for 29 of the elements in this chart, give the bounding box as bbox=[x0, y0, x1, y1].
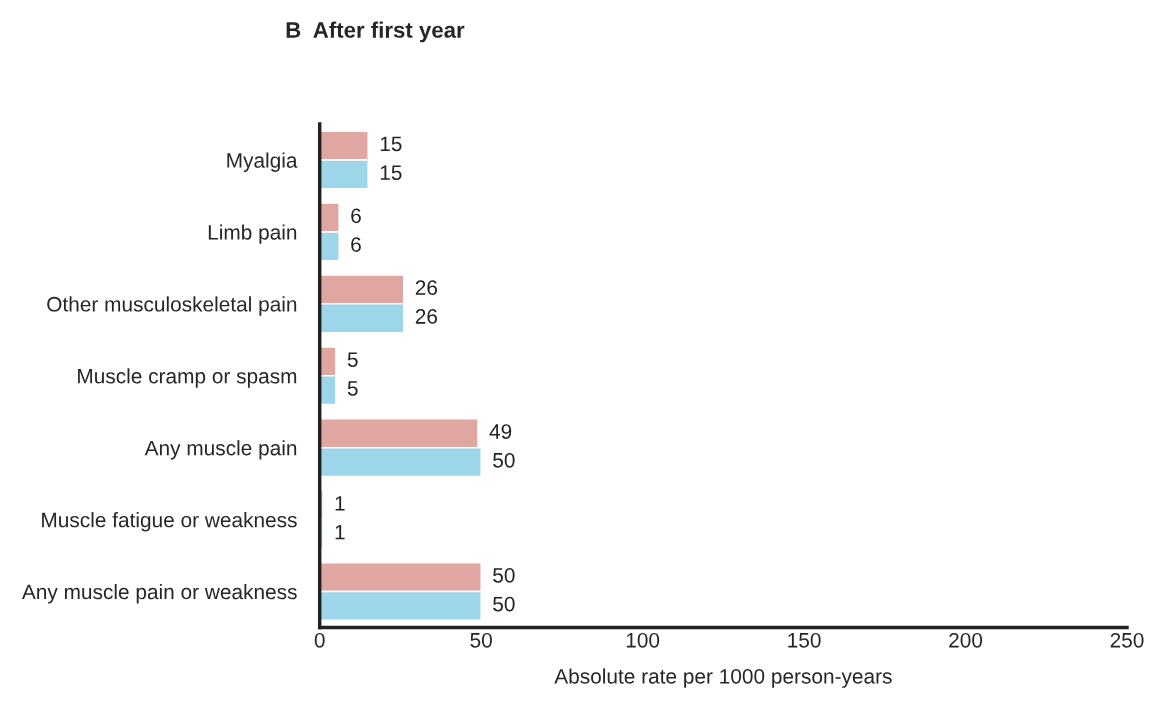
data-label: 15 bbox=[380, 165, 402, 181]
data-label: 5 bbox=[347, 352, 358, 367]
x-tick-label: 200 bbox=[949, 632, 983, 648]
data-label: 49 bbox=[489, 424, 512, 439]
data-label: 6 bbox=[351, 208, 361, 224]
data-label: 1 bbox=[335, 496, 345, 511]
data-label: 26 bbox=[415, 280, 438, 296]
x-axis-title: Absolute rate per 1000 person-years bbox=[554, 668, 892, 688]
data-label: 26 bbox=[415, 309, 438, 324]
data-label: 50 bbox=[493, 567, 515, 583]
x-tick-label: 50 bbox=[470, 632, 492, 648]
y-tick-label: Limb pain bbox=[208, 224, 297, 244]
data-label: 1 bbox=[335, 525, 345, 540]
y-tick-label: Other musculoskeletal pain bbox=[47, 296, 297, 316]
x-tick-label: 250 bbox=[1110, 632, 1144, 648]
chart-title: B After first year bbox=[286, 21, 465, 43]
x-tick-label: 150 bbox=[788, 632, 821, 648]
y-tick-label: Any muscle pain or weakness bbox=[21, 583, 297, 604]
data-label: 50 bbox=[493, 452, 515, 468]
y-tick-label: Myalgia bbox=[227, 152, 298, 172]
x-tick-label: 100 bbox=[626, 632, 660, 648]
data-label: 5 bbox=[347, 381, 358, 396]
y-tick-label: Muscle cramp or spasm bbox=[78, 368, 297, 388]
x-tick-label: 0 bbox=[314, 632, 325, 648]
data-label: 15 bbox=[380, 136, 402, 152]
data-label: 50 bbox=[493, 596, 515, 612]
y-tick-label: Any muscle pain bbox=[144, 440, 297, 460]
y-tick-label: Muscle fatigue or weakness bbox=[42, 512, 297, 532]
data-label: 6 bbox=[351, 237, 361, 252]
